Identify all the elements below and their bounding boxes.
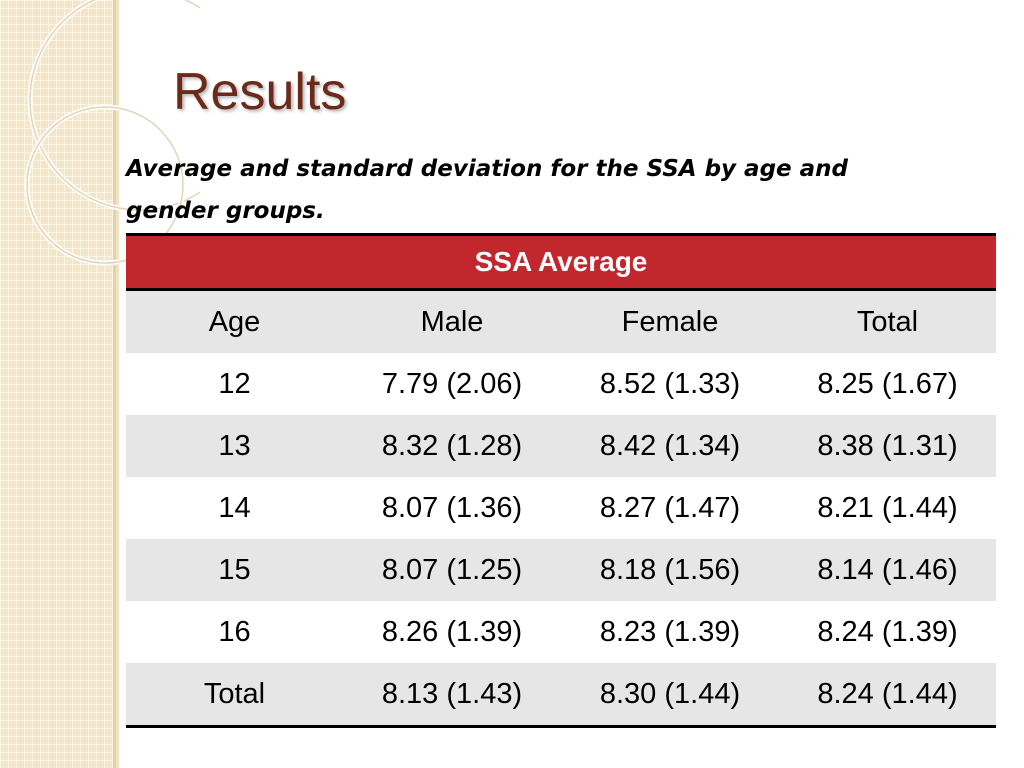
table-total-row: Total 8.13 (1.43) 8.30 (1.44) 8.24 (1.44… <box>126 663 996 727</box>
table-group-header: SSA Average <box>126 233 996 291</box>
table-row: 12 7.79 (2.06) 8.52 (1.33) 8.25 (1.67) <box>126 353 996 415</box>
table-cell: 8.30 (1.44) <box>561 663 779 727</box>
table-cell: 8.27 (1.47) <box>561 477 779 539</box>
column-header: Male <box>343 289 561 353</box>
table-row: 16 8.26 (1.39) 8.23 (1.39) 8.24 (1.39) <box>126 601 996 663</box>
table-cell: 8.32 (1.28) <box>343 415 561 477</box>
table-cell: 8.21 (1.44) <box>779 477 996 539</box>
table-row: 14 8.07 (1.36) 8.27 (1.47) 8.21 (1.44) <box>126 477 996 539</box>
table-cell: 15 <box>126 539 343 601</box>
table-caption: Average and standard deviation for the S… <box>126 156 848 224</box>
table-cell: Total <box>126 663 343 727</box>
table-cell: 14 <box>126 477 343 539</box>
column-header: Total <box>779 289 996 353</box>
table-row: 13 8.32 (1.28) 8.42 (1.34) 8.38 (1.31) <box>126 415 996 477</box>
table-cell: 8.14 (1.46) <box>779 539 996 601</box>
table-cell: 8.26 (1.39) <box>343 601 561 663</box>
table-cell: 8.07 (1.25) <box>343 539 561 601</box>
table-cell: 8.38 (1.31) <box>779 415 996 477</box>
table-cell: 8.25 (1.67) <box>779 353 996 415</box>
table-cell: 13 <box>126 415 343 477</box>
table-cell: 7.79 (2.06) <box>343 353 561 415</box>
slide-title: Results <box>173 63 347 121</box>
table-cell: 8.18 (1.56) <box>561 539 779 601</box>
ssa-results-table: SSA Average Age Male Female Total 12 7.7… <box>126 233 996 728</box>
table-cell: 8.42 (1.34) <box>561 415 779 477</box>
table-cell: 8.52 (1.33) <box>561 353 779 415</box>
table-cell: 12 <box>126 353 343 415</box>
table-row: 15 8.07 (1.25) 8.18 (1.56) 8.14 (1.46) <box>126 539 996 601</box>
table-cell: 8.07 (1.36) <box>343 477 561 539</box>
column-header: Age <box>126 289 343 353</box>
table-cell: 8.13 (1.43) <box>343 663 561 727</box>
column-header: Female <box>561 289 779 353</box>
table-cell: 16 <box>126 601 343 663</box>
table-cell: 8.23 (1.39) <box>561 601 779 663</box>
decorative-side-band <box>0 0 119 768</box>
table-cell: 8.24 (1.39) <box>779 601 996 663</box>
column-header-row: Age Male Female Total <box>126 289 996 353</box>
table-cell: 8.24 (1.44) <box>779 663 996 727</box>
